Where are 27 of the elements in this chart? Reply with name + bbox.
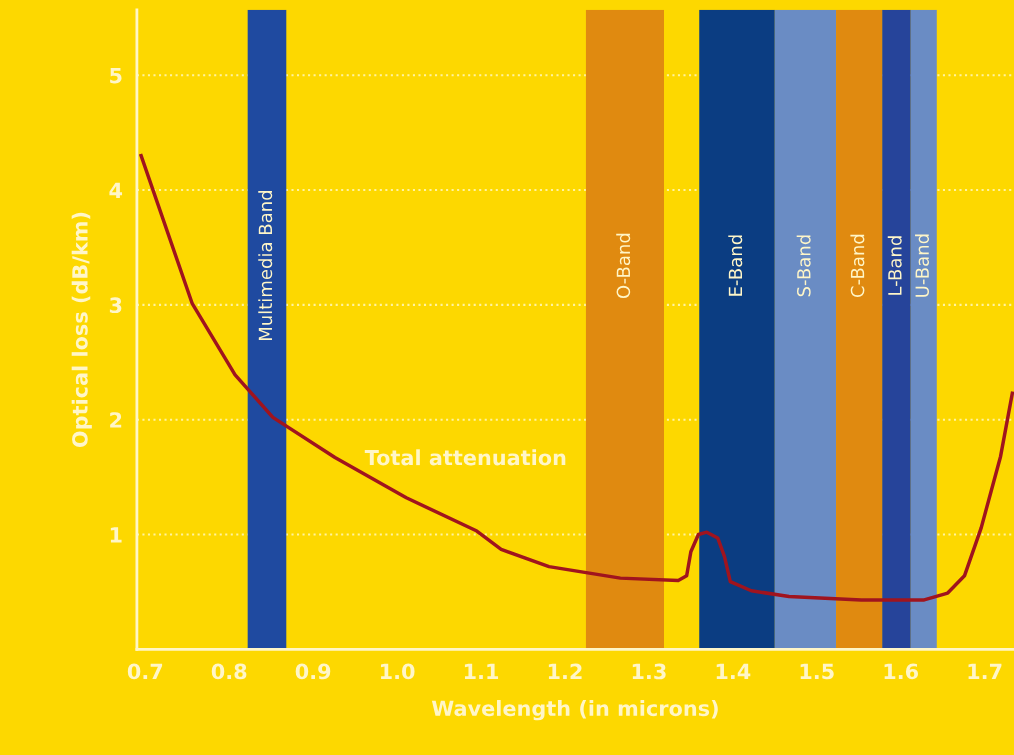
y-tick-label: 4: [109, 182, 123, 198]
x-axis-title: Wavelength (in microns): [431, 700, 718, 721]
band-label: U-Band: [915, 234, 930, 297]
x-tick-label: 0.7: [127, 663, 163, 680]
band-label: O-Band: [616, 233, 631, 299]
x-tick-label: 1.6: [884, 663, 919, 680]
band-label: C-Band: [850, 234, 865, 298]
y-tick-label: 3: [109, 297, 122, 314]
x-tick-label: 1.5: [800, 663, 834, 680]
x-tick-label: 1.3: [632, 663, 666, 680]
x-tick-label: 0.8: [211, 663, 247, 680]
x-tick-label: 1.4: [716, 663, 751, 680]
y-tick-label: 1: [110, 527, 122, 543]
x-tick-label: 0.9: [295, 663, 331, 680]
line-series: [139, 153, 1014, 602]
annotation: Total attenuation: [364, 449, 566, 466]
band-label: S-Band: [796, 235, 811, 297]
x-tick-label: 1.7: [968, 663, 1002, 680]
y-tick-label: 2: [110, 412, 122, 428]
x-tick-label: 1.1: [464, 663, 499, 680]
y-axis-title: Optical loss (dB/km): [71, 212, 92, 448]
x-tick-label: 1.0: [380, 663, 415, 680]
y-tick-label: 5: [110, 67, 122, 84]
band-label: Multimedia Band: [258, 191, 273, 341]
x-tick-label: 1.2: [548, 663, 582, 680]
band-label: L-Band: [887, 236, 902, 295]
band-label: E-Band: [728, 235, 743, 296]
